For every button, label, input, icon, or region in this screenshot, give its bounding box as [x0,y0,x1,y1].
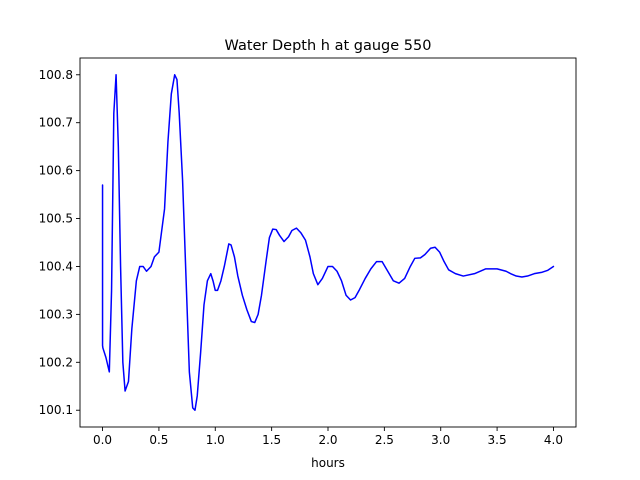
x-tick-label: 2.5 [375,433,394,447]
y-tick-label: 100.4 [39,259,73,273]
y-tick-label: 100.8 [39,68,73,82]
y-tick-label: 100.6 [39,164,73,178]
x-tick-label: 3.5 [488,433,507,447]
x-tick-label: 0.5 [149,433,168,447]
series-line-0 [101,74,555,411]
y-axis: 100.1 100.2 100.3 100.4 100.5 100.6 100.7 100.8 [39,68,80,417]
x-tick-label: 2.0 [318,433,337,447]
x-axis: 0.0 0.5 1.0 1.5 2.0 2.5 3.0 3.5 4.0 [93,427,563,447]
y-tick-label: 100.5 [39,212,73,226]
chart-title: Water Depth h at gauge 550 [225,38,432,54]
x-tick-label: 1.0 [206,433,225,447]
y-tick-label: 100.1 [39,403,73,417]
x-tick-label: 0.0 [93,433,112,447]
x-tick-label: 4.0 [544,433,563,447]
y-tick-label: 100.2 [39,355,73,369]
x-axis-label: hours [311,456,345,470]
x-tick-label: 3.0 [431,433,450,447]
y-tick-label: 100.3 [39,307,73,321]
x-tick-label: 1.5 [262,433,281,447]
y-tick-label: 100.7 [39,116,73,130]
